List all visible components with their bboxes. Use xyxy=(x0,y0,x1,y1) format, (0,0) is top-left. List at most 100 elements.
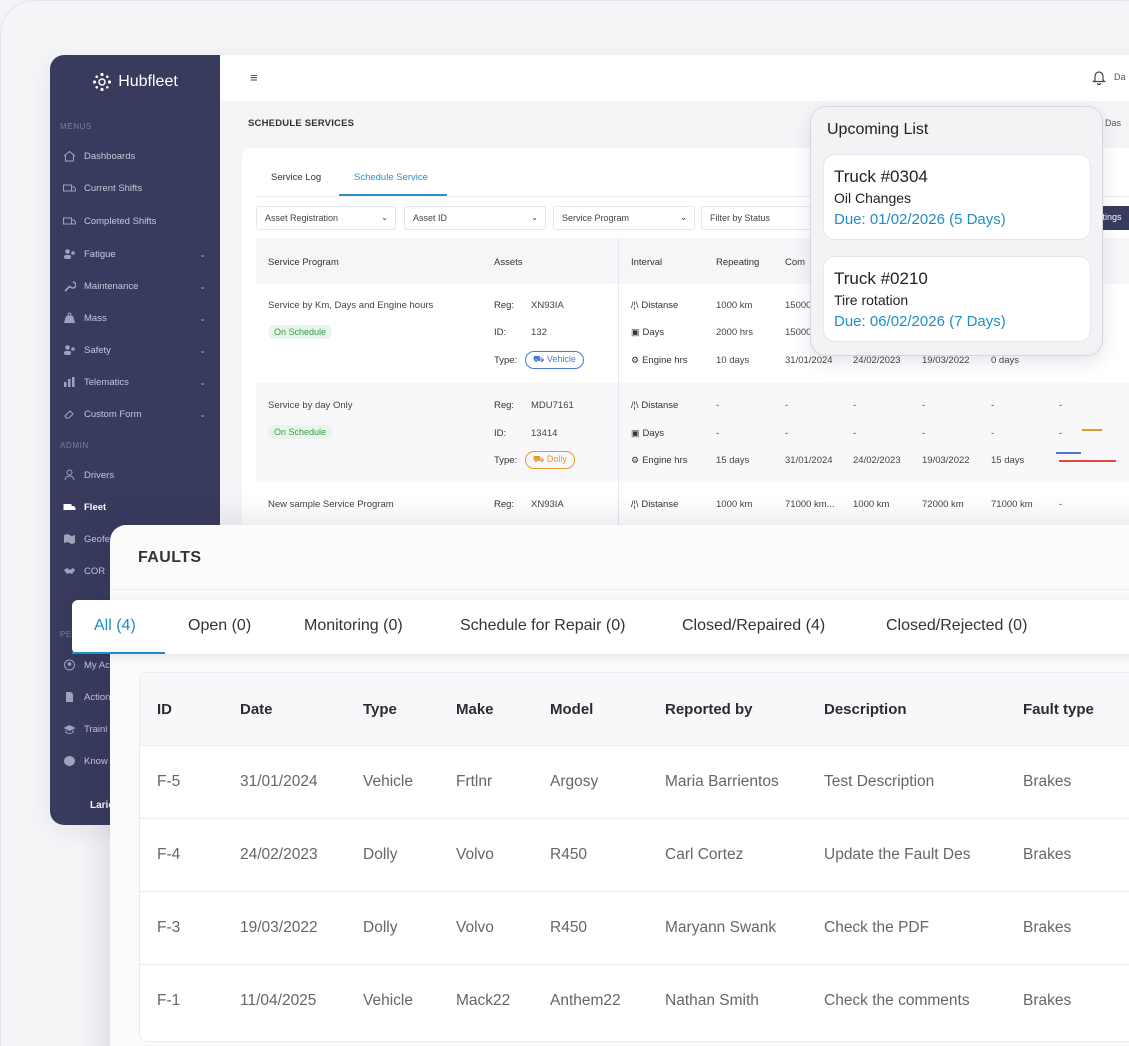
sidebar-item-current-shifts[interactable]: Current Shifts xyxy=(62,178,208,198)
tab-service-log[interactable]: Service Log xyxy=(271,172,322,183)
fault-type: Dolly xyxy=(363,919,398,936)
calendar-icon: ▣ xyxy=(631,428,640,438)
fault-id: F-5 xyxy=(157,773,181,790)
column-header[interactable]: Repeating xyxy=(716,257,760,268)
tab-open[interactable]: Open (0) xyxy=(188,617,252,634)
service-program-filter[interactable]: Service Program ⌄ xyxy=(553,206,695,230)
breadcrumb[interactable]: / Das xyxy=(1100,118,1122,128)
fault-model: R450 xyxy=(550,846,588,863)
interval-name: /¦\ Distanse xyxy=(631,499,679,510)
sidebar-item-maintenance[interactable]: Maintenance ⌄ xyxy=(62,276,208,296)
column-header[interactable]: Reported by xyxy=(665,701,753,718)
column-divider xyxy=(618,238,619,528)
fault-description: Check the comments xyxy=(824,992,970,1009)
fault-model: Argosy xyxy=(550,773,599,790)
interval-value: 24/02/2023 xyxy=(853,455,901,466)
sidebar-item-telematics[interactable]: Telematics ⌄ xyxy=(62,372,208,392)
column-header[interactable]: Description xyxy=(824,701,907,718)
graduation-icon xyxy=(62,723,76,735)
fault-reporter: Nathan Smith xyxy=(665,992,759,1009)
sidebar-item-actions[interactable]: Action xyxy=(62,687,208,707)
asset-id-filter[interactable]: Asset ID ⌄ xyxy=(404,206,546,230)
sidebar-item-geofence[interactable]: Geofe xyxy=(62,529,208,549)
personal-section-label: PE xyxy=(60,630,72,639)
tab-closed-rejected[interactable]: Closed/Rejected (0) xyxy=(886,617,1028,634)
due-date: Due: 01/02/2026 (5 Days) xyxy=(834,211,1006,228)
column-header[interactable]: ID xyxy=(157,701,172,718)
sidebar-item-safety[interactable]: Safety ⌄ xyxy=(62,340,208,360)
bell-icon[interactable] xyxy=(1092,69,1106,85)
interval-value: - xyxy=(785,428,789,439)
interval-value: 2000 hrs xyxy=(716,327,753,338)
upcoming-item[interactable]: Truck #0210 Tire rotation Due: 06/02/202… xyxy=(823,256,1091,342)
road-icon: /¦\ xyxy=(631,400,639,410)
fault-model: R450 xyxy=(550,919,588,936)
id-value: 13414 xyxy=(531,428,558,439)
sidebar-item-dashboards[interactable]: Dashboards xyxy=(62,146,208,166)
column-header[interactable]: Date xyxy=(240,701,273,718)
column-header[interactable]: Interval xyxy=(631,257,663,268)
sidebar-item-my-account[interactable]: My Ac xyxy=(62,655,208,675)
interval-value: - xyxy=(922,400,926,411)
id-label: ID: xyxy=(494,327,507,338)
column-header[interactable]: Type xyxy=(363,701,397,718)
sidebar-item-label: Action xyxy=(84,691,111,703)
tab-schedule-service[interactable]: Schedule Service xyxy=(354,172,428,183)
menu-icon[interactable]: ≡ xyxy=(250,70,258,85)
sidebar-item-label: Drivers xyxy=(84,469,115,481)
status-filter[interactable]: Filter by Status xyxy=(701,206,821,230)
column-header[interactable]: Model xyxy=(550,701,594,718)
tab-all[interactable]: All (4) xyxy=(94,617,136,634)
upcoming-list-panel: Upcoming List Truck #0304 Oil Changes Du… xyxy=(810,106,1103,356)
sidebar-item-completed-shifts[interactable]: Completed Shifts xyxy=(62,211,208,231)
table-row[interactable]: F-3 19/03/2022 Dolly Volvo R450 Maryann … xyxy=(140,892,1129,965)
interval-value: - xyxy=(1059,428,1063,439)
sidebar-user-name[interactable]: Laric xyxy=(90,800,114,811)
sidebar-item-fatigue[interactable]: Fatigue ⌄ xyxy=(62,244,208,264)
sidebar-item-label: Maintenance xyxy=(84,280,139,292)
sidebar-item-label: Mass xyxy=(84,312,107,324)
sidebar-item-custom-form[interactable]: Custom Form ⌄ xyxy=(62,404,208,424)
table-row[interactable]: F-1 11/04/2025 Vehicle Mack22 Anthem22 N… xyxy=(140,965,1129,1038)
upcoming-item[interactable]: Truck #0304 Oil Changes Due: 01/02/2026 … xyxy=(823,154,1091,240)
table-row[interactable]: F-5 31/01/2024 Vehicle Frtlnr Argosy Mar… xyxy=(140,746,1129,819)
sidebar-item-drivers[interactable]: Drivers xyxy=(62,465,208,485)
dolly-type-badge: ⛟ Dolly xyxy=(525,451,575,469)
tab-closed-repaired[interactable]: Closed/Repaired (4) xyxy=(682,617,826,634)
column-header[interactable]: Service Program xyxy=(268,257,339,268)
topbar-user[interactable]: Da xyxy=(1114,72,1126,82)
reg-label: Reg: xyxy=(494,499,515,510)
tabs-divider xyxy=(256,196,1129,197)
sidebar-item-training[interactable]: Traini xyxy=(62,719,208,739)
weight-icon xyxy=(62,312,76,324)
interval-name: /¦\ Distanse xyxy=(631,300,679,311)
sidebar-item-label: COR xyxy=(84,565,106,577)
tab-schedule-for-repair[interactable]: Schedule for Repair (0) xyxy=(460,617,626,634)
wrench-icon xyxy=(62,280,76,292)
sidebar-item-mass[interactable]: Mass ⌄ xyxy=(62,308,208,328)
progress-bar xyxy=(1082,429,1102,431)
sidebar-item-fleet[interactable]: Fleet xyxy=(62,497,208,517)
chevron-down-icon: ⌄ xyxy=(199,249,206,259)
tab-monitoring[interactable]: Monitoring (0) xyxy=(304,617,403,634)
table-row[interactable]: F-4 24/02/2023 Dolly Volvo R450 Carl Cor… xyxy=(140,819,1129,892)
interval-value: - xyxy=(922,428,926,439)
interval-value: 71000 km... xyxy=(785,499,835,510)
fault-make: Mack22 xyxy=(456,992,511,1009)
sidebar-item-cor[interactable]: COR xyxy=(62,561,208,581)
type-value: Vehicle xyxy=(546,354,576,364)
interval-value: 72000 km xyxy=(922,499,964,510)
asset-registration-filter[interactable]: Asset Registration ⌄ xyxy=(256,206,396,230)
chevron-down-icon: ⌄ xyxy=(199,281,206,291)
chevron-down-icon: ⌄ xyxy=(531,213,538,222)
sidebar-item-knowledge[interactable]: Know xyxy=(62,751,208,771)
fault-type: Vehicle xyxy=(363,992,413,1009)
column-header[interactable]: Make xyxy=(456,701,494,718)
sidebar-item-label: Fleet xyxy=(84,501,107,513)
column-header[interactable]: Fault type xyxy=(1023,701,1094,718)
column-header[interactable]: Assets xyxy=(494,257,523,268)
status-badge: On Schedule xyxy=(268,325,333,339)
column-header[interactable]: Com xyxy=(785,257,806,268)
brand-logo[interactable]: Hubfleet xyxy=(50,67,220,97)
table-row[interactable]: Service by day Only On Schedule Reg: MDU… xyxy=(256,383,1129,482)
